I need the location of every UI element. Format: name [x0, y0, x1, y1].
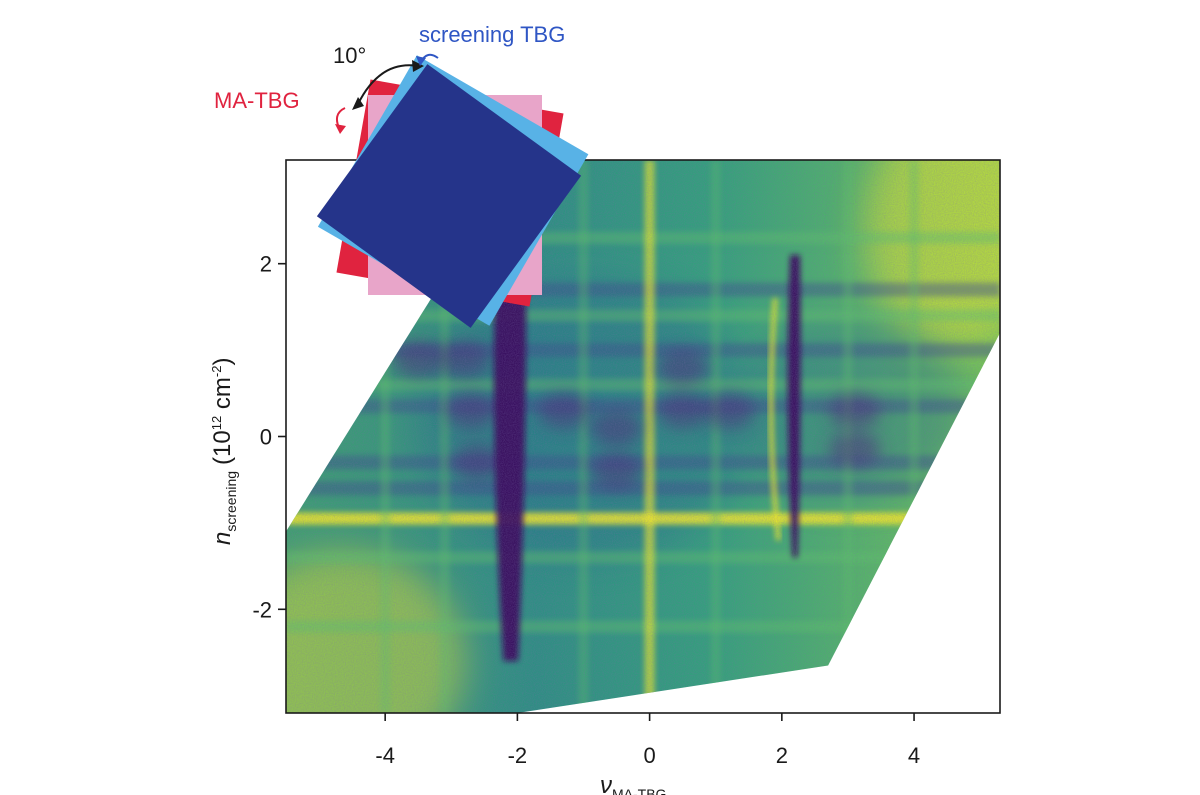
x-tick-label: 2 [776, 743, 788, 768]
inset-angle-label: 10° [333, 43, 366, 68]
inset-lattice-stack [316, 55, 589, 328]
x-axis-ticks: -4 -2 0 2 4 [375, 713, 920, 768]
angle-arrowhead-left [352, 97, 364, 110]
y-axis-ticks: -2 0 2 [252, 252, 286, 622]
y-axis-label: nscreening(1012 cm-2) [209, 358, 239, 545]
ma-tbg-arrowhead [335, 124, 346, 134]
x-tick-label: 4 [908, 743, 920, 768]
angle-arrowhead-right [412, 60, 424, 72]
y-tick-label: -2 [252, 597, 272, 622]
inset-darkblue-layer [316, 64, 582, 328]
x-axis-label: νMA-TBG [600, 772, 666, 795]
screening-tbg-arrowhead [416, 56, 426, 66]
angle-arrow [357, 64, 419, 105]
y-tick-label: 0 [260, 425, 272, 450]
x-tick-label: -4 [375, 743, 395, 768]
x-tick-label: -2 [508, 743, 528, 768]
inset-ma-tbg-label: MA-TBG [214, 88, 300, 113]
inset-screening-tbg-label: screening TBG [419, 22, 565, 47]
y-tick-label: 2 [260, 252, 272, 277]
inset-arrows [335, 53, 439, 134]
x-tick-label: 0 [643, 743, 655, 768]
